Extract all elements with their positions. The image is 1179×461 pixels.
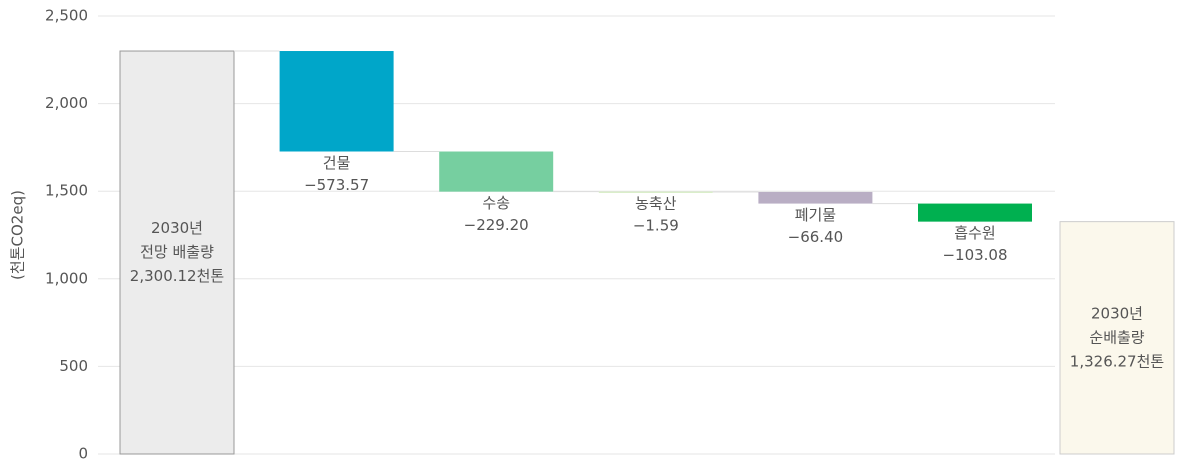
category-label: 순배출량 [1089, 328, 1144, 346]
value-label: −573.57 [304, 176, 369, 194]
category-label: 농축산 [635, 194, 677, 212]
total-bar [1059, 221, 1175, 455]
category-label: 수송 [482, 194, 510, 212]
value-label: 2,300.12천톤 [130, 267, 224, 285]
y-axis-label: (천톤CO2eq) [9, 190, 27, 280]
y-tick-label: 500 [59, 357, 88, 375]
category-label: 흡수원 [954, 224, 995, 242]
y-tick-label: 2,000 [45, 94, 88, 112]
y-tick-label: 1,500 [45, 182, 88, 200]
value-label: −229.20 [464, 216, 529, 234]
decrease-bar [758, 191, 873, 204]
category-label: 폐기물 [795, 206, 836, 224]
decrease-bar [598, 191, 713, 193]
value-label: −103.08 [942, 246, 1007, 264]
value-label: −1.59 [633, 216, 679, 234]
total-bar [119, 50, 235, 455]
category-label: 건물 [323, 154, 351, 172]
category-label: 전망 배출량 [140, 243, 214, 261]
y-tick-label: 1,000 [45, 269, 88, 287]
decrease-bar [439, 151, 554, 192]
y-tick-label: 0 [78, 445, 88, 461]
category-label: 2030년 [151, 219, 203, 237]
decrease-bar [279, 51, 394, 152]
decrease-bar [918, 203, 1032, 222]
value-label: 1,326.27천톤 [1070, 352, 1164, 370]
value-label: −66.40 [788, 228, 844, 246]
y-tick-label: 2,500 [45, 7, 88, 25]
category-label: 2030년 [1091, 304, 1143, 322]
